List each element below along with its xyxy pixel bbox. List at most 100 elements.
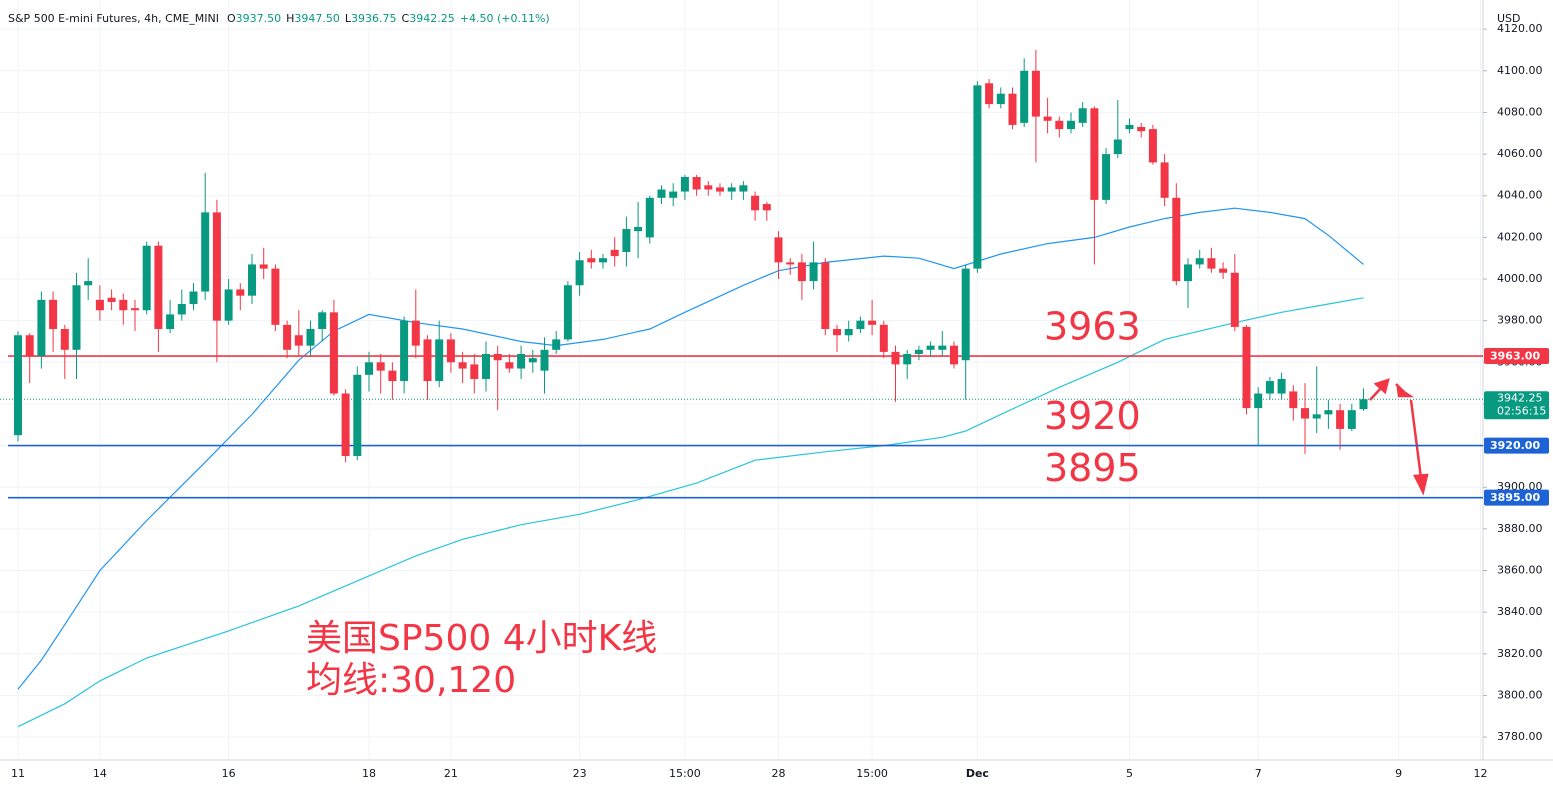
x-tick-label: 15:00 bbox=[856, 767, 888, 780]
candle-body bbox=[306, 328, 315, 346]
candle-body bbox=[727, 187, 736, 192]
candle-body bbox=[1113, 139, 1122, 155]
candle-body bbox=[575, 260, 584, 286]
candle-body bbox=[1067, 120, 1075, 130]
y-tick-label: 3820.00 bbox=[1497, 647, 1543, 660]
candle-body bbox=[645, 197, 654, 238]
candle-body bbox=[680, 176, 689, 192]
y-tick-label: 4020.00 bbox=[1497, 230, 1543, 243]
candle-body bbox=[1148, 129, 1157, 163]
moving-average-line bbox=[17, 297, 1364, 728]
level-label-box bbox=[1484, 489, 1549, 506]
candle-body bbox=[388, 370, 397, 382]
candle-body bbox=[786, 262, 795, 265]
candle-body bbox=[961, 268, 970, 361]
candle-body bbox=[435, 339, 444, 382]
candle-body bbox=[914, 349, 923, 354]
x-tick-label: 11 bbox=[11, 767, 25, 780]
last-price-box bbox=[1484, 391, 1549, 420]
y-tick-label: 3780.00 bbox=[1497, 730, 1543, 743]
arrow-head bbox=[1373, 378, 1390, 395]
y-tick-label: 3980.00 bbox=[1497, 314, 1543, 327]
candle-body bbox=[1265, 381, 1274, 394]
candle-body bbox=[669, 191, 678, 198]
candle-body bbox=[154, 245, 163, 329]
candle-body bbox=[973, 85, 982, 269]
candle-body bbox=[774, 237, 783, 263]
candle-body bbox=[119, 299, 128, 311]
x-tick-label: 21 bbox=[444, 767, 458, 780]
candle-body bbox=[505, 362, 514, 369]
ohlc-value: 3936.75 bbox=[351, 12, 397, 25]
candle-body bbox=[950, 345, 958, 365]
candle-body bbox=[365, 362, 373, 375]
candle-body bbox=[341, 393, 350, 456]
candle-body bbox=[72, 285, 81, 350]
candle-body bbox=[446, 339, 455, 363]
candle-body bbox=[1160, 162, 1169, 198]
candle-body bbox=[84, 281, 93, 286]
candle-body bbox=[212, 212, 221, 321]
candle-body bbox=[996, 93, 1005, 105]
candle-body bbox=[692, 176, 701, 190]
y-tick-label: 4080.00 bbox=[1497, 105, 1543, 118]
level-label: 3920.00 bbox=[1490, 439, 1540, 452]
candle-body bbox=[201, 212, 210, 292]
candle-body bbox=[353, 374, 362, 456]
candle-body bbox=[716, 187, 724, 192]
x-tick-label: 9 bbox=[1395, 767, 1402, 780]
candle-body bbox=[411, 320, 420, 346]
candle-body bbox=[224, 289, 233, 321]
ohlc-value: 3937.50 bbox=[236, 12, 282, 25]
candle-body bbox=[1242, 326, 1251, 409]
candle-body bbox=[1043, 116, 1052, 121]
candle-body bbox=[1031, 70, 1040, 117]
y-tick-label: 4000.00 bbox=[1497, 272, 1543, 285]
candle-body bbox=[1195, 258, 1204, 265]
level-annotation: 3895 bbox=[1044, 446, 1141, 490]
candle-body bbox=[704, 185, 713, 190]
candle-body bbox=[844, 328, 853, 336]
change: +4.50 (+0.11%) bbox=[460, 12, 550, 25]
annotation: 美国SP500 4小时K线 bbox=[306, 618, 657, 659]
arrow-down bbox=[1409, 399, 1423, 479]
chart-header: S&P 500 E-mini Futures, 4h, CME_MINI O393… bbox=[8, 12, 550, 25]
candle-body bbox=[458, 362, 467, 369]
candle-body bbox=[95, 299, 104, 311]
candle-body bbox=[891, 351, 900, 365]
candle-body bbox=[762, 204, 771, 211]
candle-body bbox=[493, 353, 502, 361]
ohlc-value: 3947.50 bbox=[294, 12, 340, 25]
candle-body bbox=[142, 245, 151, 311]
ohlc-value: 3942.25 bbox=[409, 12, 455, 25]
candle-body bbox=[856, 320, 865, 329]
moving-average-line bbox=[17, 207, 1364, 690]
candle-body bbox=[236, 289, 245, 296]
y-tick-label: 4100.00 bbox=[1497, 64, 1543, 77]
x-tick-label: 18 bbox=[362, 767, 376, 780]
candle-body bbox=[809, 262, 818, 282]
arrow-head bbox=[1413, 473, 1429, 496]
candle-body bbox=[470, 364, 479, 379]
candle-body bbox=[1125, 124, 1134, 130]
candle-body bbox=[14, 335, 22, 436]
candle-body bbox=[797, 262, 806, 282]
x-tick-label: 14 bbox=[93, 767, 107, 780]
candle-body bbox=[1324, 410, 1333, 415]
candle-body bbox=[1172, 197, 1181, 282]
candle-body bbox=[400, 320, 409, 382]
candle-body bbox=[166, 314, 175, 329]
candle-body bbox=[1336, 410, 1345, 429]
chart-title: S&P 500 E-mini Futures, 4h, CME_MINI bbox=[8, 12, 219, 25]
candle-body bbox=[1020, 70, 1029, 123]
x-tick-label: 23 bbox=[573, 767, 587, 780]
candle-body bbox=[1090, 108, 1099, 200]
candle-body bbox=[1312, 414, 1321, 419]
candle-body bbox=[563, 285, 572, 340]
level-annotation: 3920 bbox=[1044, 394, 1141, 438]
candle-body bbox=[177, 304, 186, 315]
x-tick-label: 12 bbox=[1474, 767, 1488, 780]
candle-body bbox=[751, 195, 760, 211]
candle-body bbox=[1289, 391, 1298, 409]
